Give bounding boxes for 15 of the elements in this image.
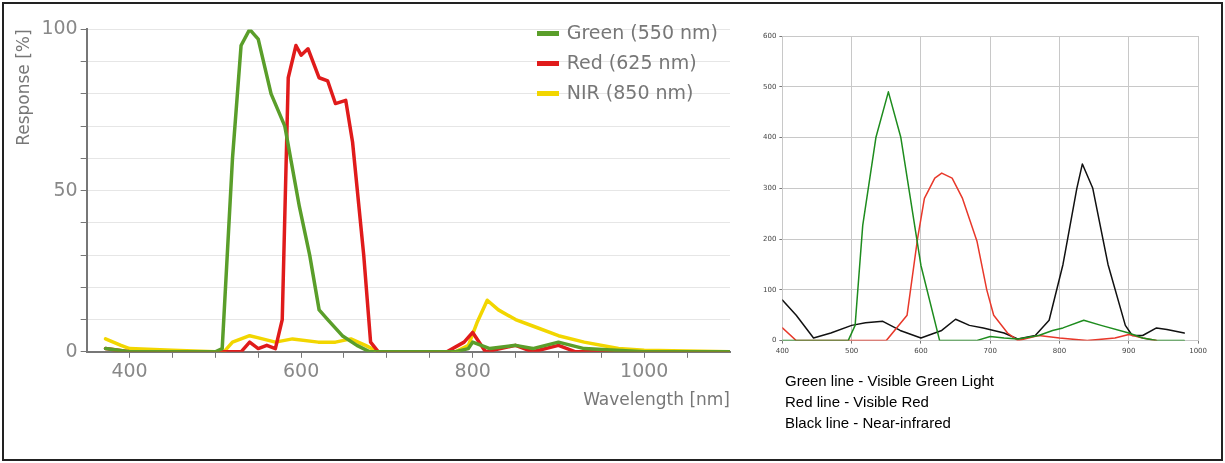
- legend-label: Red (625 nm): [565, 50, 698, 75]
- x-tick-label: 600: [282, 359, 320, 382]
- y-tick-label: 0: [65, 338, 78, 361]
- x-tick-label: 800: [454, 359, 491, 382]
- x-axis-title: Wavelength [nm]: [583, 389, 730, 410]
- text: Green line - Visible Green Light: [785, 371, 995, 391]
- x-tick-label: 400: [111, 359, 148, 382]
- y-tick-label: 50: [53, 177, 78, 200]
- y-axis-title: Response [%]: [12, 29, 33, 146]
- y-tick-label: 100: [41, 16, 78, 39]
- legend-label: NIR (850 nm): [565, 80, 695, 105]
- text: Black line - Near-infrared: [785, 413, 952, 433]
- x-tick-label: 1000: [620, 359, 669, 382]
- text: Red line - Visible Red: [785, 392, 930, 412]
- legend-label: Green (550 nm): [565, 20, 718, 45]
